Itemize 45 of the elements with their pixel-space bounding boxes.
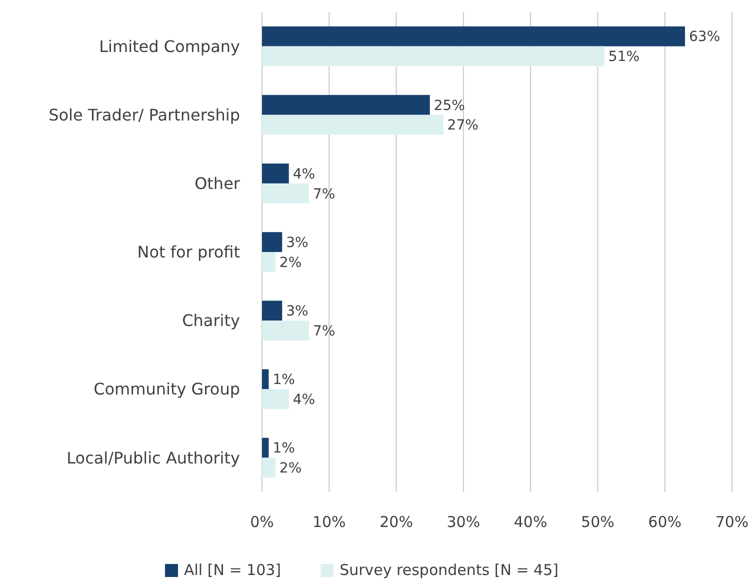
data-label: 3% — [286, 234, 308, 251]
data-label: 4% — [292, 392, 316, 408]
x-tick-label: 20% — [380, 513, 413, 531]
bar — [262, 46, 604, 66]
x-tick-label: 60% — [648, 513, 682, 531]
x-tick-label: 70% — [715, 513, 749, 531]
data-label: 7% — [313, 323, 336, 340]
data-label: 63% — [689, 29, 720, 46]
bar — [262, 232, 282, 252]
bar — [262, 94, 430, 115]
y-tick-label: Local/Public Authority — [66, 448, 240, 468]
bar — [262, 26, 685, 46]
data-label: 2% — [279, 460, 302, 477]
bar — [262, 320, 309, 340]
data-label: 51% — [608, 49, 640, 66]
bar — [262, 114, 444, 135]
data-label: 25% — [434, 98, 465, 114]
bar — [262, 252, 276, 272]
y-tick-label: Charity — [182, 311, 240, 330]
bar — [262, 369, 269, 390]
data-label: 27% — [447, 118, 478, 134]
data-label: 2% — [279, 254, 302, 271]
legend-label: Survey respondents [N = 45] — [340, 561, 558, 579]
y-tick-label: Sole Trader/ Partnership — [48, 105, 240, 124]
data-label: 4% — [292, 166, 316, 182]
x-tick-label: 0% — [250, 513, 274, 531]
data-label: 3% — [286, 304, 308, 320]
x-tick-label: 10% — [312, 513, 346, 531]
bar — [262, 389, 289, 410]
data-label: 1% — [272, 440, 295, 457]
y-tick-label: Not for profit — [137, 242, 240, 262]
legend-label: All [N = 103] — [184, 561, 282, 579]
data-label: 1% — [272, 372, 295, 388]
data-label: 7% — [313, 186, 336, 202]
y-tick-label: Other — [194, 174, 240, 194]
bar — [262, 183, 309, 204]
bar — [262, 300, 282, 321]
y-tick-label: Limited Company — [99, 36, 240, 56]
bar — [262, 458, 276, 478]
x-tick-label: 30% — [446, 513, 480, 531]
bar — [262, 164, 289, 184]
x-tick-label: 50% — [581, 513, 614, 531]
x-tick-label: 40% — [514, 513, 548, 531]
y-tick-label: Community Group — [94, 380, 240, 399]
bar — [262, 438, 269, 458]
